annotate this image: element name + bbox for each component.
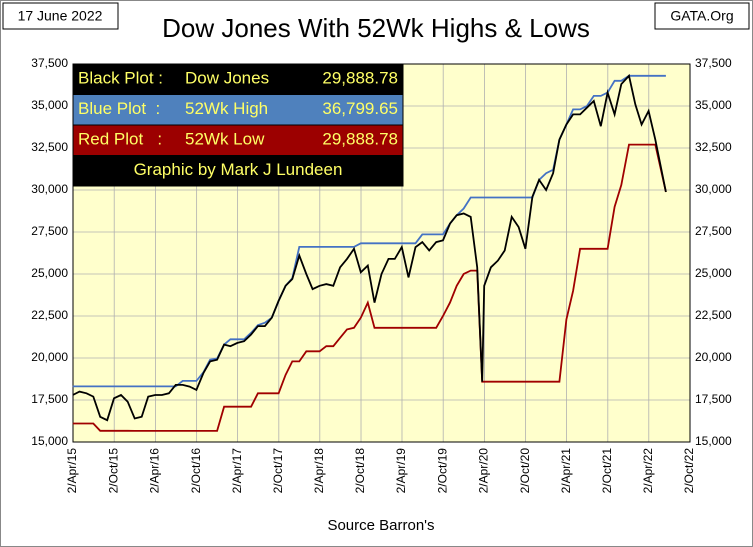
x-tick-label: 2/Apr/21 — [559, 448, 573, 494]
legend-row — [72, 63, 404, 95]
y-tick-label: 37,500 — [31, 56, 68, 70]
y-tick-label: 35,000 — [31, 98, 68, 112]
legend-value: 36,799.65 — [322, 99, 398, 118]
legend-row — [72, 155, 404, 187]
y-tick-label: 22,500 — [31, 308, 68, 322]
y2-tick-label: 32,500 — [695, 140, 732, 154]
y2-tick-label: 27,500 — [695, 224, 732, 238]
legend-prefix: Black Plot : — [78, 69, 163, 88]
x-tick-label: 2/Oct/15 — [106, 448, 120, 494]
legend-name: Dow Jones — [185, 69, 269, 88]
series-line — [72, 73, 667, 422]
y-tick-label: 30,000 — [31, 182, 68, 196]
y2-tick-label: 30,000 — [695, 182, 732, 196]
x-tick-label: 2/Apr/18 — [312, 448, 326, 494]
legend-name: 52Wk High — [185, 99, 268, 118]
y2-tick-label: 25,000 — [695, 266, 732, 280]
legend-row — [72, 124, 404, 156]
credit: Graphic by Mark J Lundeen — [134, 160, 343, 179]
legend-prefix: Red Plot : — [78, 130, 162, 149]
x-tick-label: 2/Apr/17 — [230, 448, 244, 494]
series-line — [72, 143, 667, 432]
x-tick-label: 2/Apr/16 — [148, 448, 162, 494]
y-tick-label: 17,500 — [31, 392, 68, 406]
source-box — [654, 2, 750, 30]
y2-tick-label: 37,500 — [695, 56, 732, 70]
y-tick-label: 25,000 — [31, 266, 68, 280]
x-tick-label: 2/Oct/19 — [435, 448, 449, 494]
y-tick-label: 27,500 — [31, 224, 68, 238]
date-note: 17 June 2022 — [18, 8, 103, 24]
chart-title: Dow Jones With 52Wk Highs & Lows — [162, 13, 590, 43]
legend-prefix: Blue Plot : — [78, 99, 160, 118]
y-tick-label: 32,500 — [31, 140, 68, 154]
y2-tick-label: 15,000 — [695, 434, 732, 448]
y2-tick-label: 35,000 — [695, 98, 732, 112]
y-tick-label: 20,000 — [31, 350, 68, 364]
x-tick-label: 2/Oct/21 — [600, 448, 614, 494]
source-note: GATA.Org — [670, 8, 733, 24]
legend-value: 29,888.78 — [322, 69, 398, 88]
x-tick-label: 2/Apr/22 — [641, 448, 655, 494]
x-tick-label: 2/Apr/15 — [65, 448, 79, 494]
y-tick-label: 15,000 — [31, 434, 68, 448]
x-tick-label: 2/Oct/17 — [271, 448, 285, 494]
y2-tick-label: 22,500 — [695, 308, 732, 322]
x-tick-label: 2/Oct/18 — [353, 448, 367, 494]
y2-tick-label: 17,500 — [695, 392, 732, 406]
x-tick-label: 2/Oct/22 — [682, 448, 696, 494]
x-tick-label: 2/Apr/20 — [477, 448, 491, 494]
y2-tick-label: 20,000 — [695, 350, 732, 364]
legend-name: 52Wk Low — [185, 130, 265, 149]
legend-value: 29,888.78 — [322, 130, 398, 149]
x-axis-label: Source Barron's — [327, 517, 434, 534]
x-tick-label: 2/Apr/19 — [394, 448, 408, 494]
date-box — [2, 2, 119, 30]
x-tick-label: 2/Oct/20 — [518, 448, 532, 494]
x-tick-label: 2/Oct/16 — [189, 448, 203, 494]
